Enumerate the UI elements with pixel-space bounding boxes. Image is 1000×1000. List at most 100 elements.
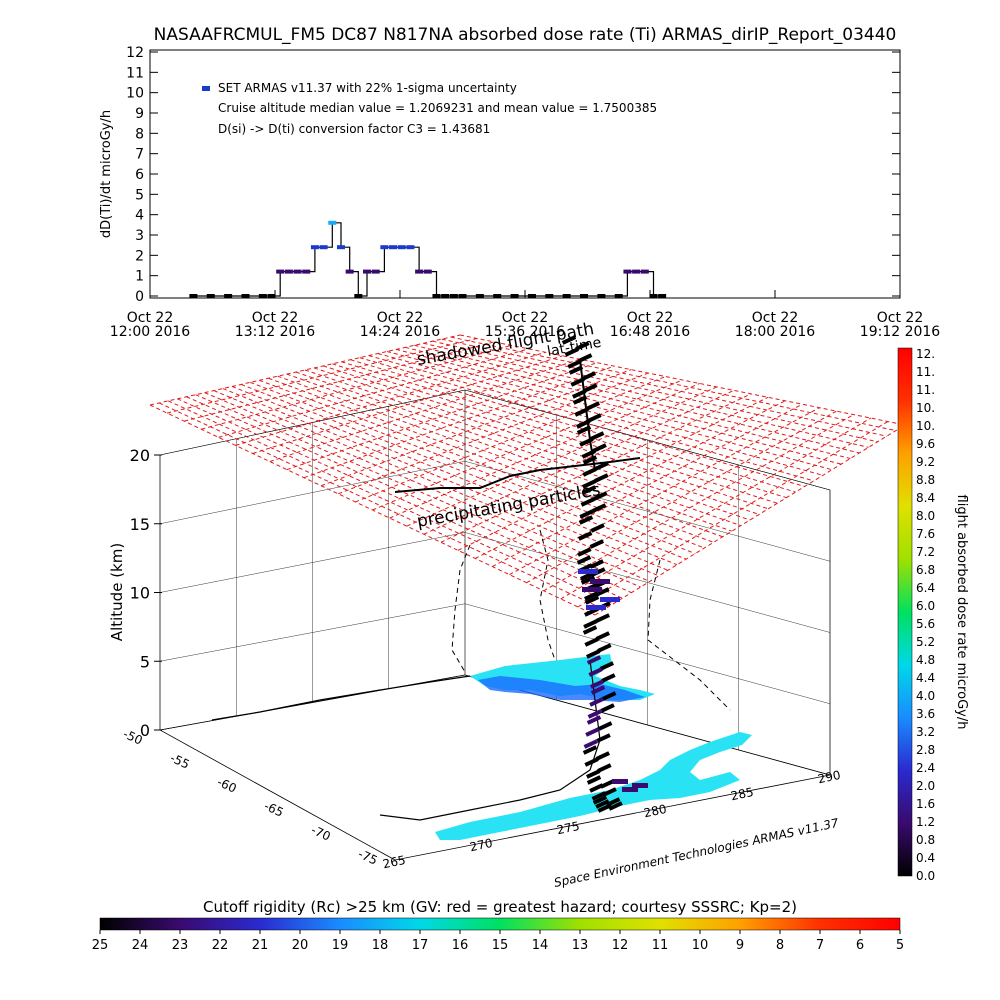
data-point [189, 294, 198, 298]
dose-colorbar-tick-label: 5.2 [916, 635, 935, 649]
altitude-gridline [159, 389, 831, 491]
cutoff-colorbar-tick-label: 14 [532, 938, 549, 953]
data-point [649, 294, 658, 298]
cutoff-colorbar-tick-label: 24 [132, 938, 149, 953]
flight-marker [594, 473, 609, 483]
cutoff-colorbar-tick-label: 7 [816, 938, 824, 953]
data-point [363, 269, 372, 274]
data-point [658, 294, 667, 298]
dose-colorbar-tick-label: 6.0 [916, 599, 935, 613]
y-tick-label: 0 [135, 289, 144, 305]
data-point [580, 294, 589, 298]
flight-marker [592, 795, 608, 805]
flight-marker [567, 359, 582, 369]
chart-title: NASAAFRCMUL_FM5 DC87 N817NA absorbed dos… [154, 25, 897, 45]
data-point [458, 294, 467, 298]
y-tick-label: 3 [135, 228, 144, 244]
longitude-axis: 265 270 275 280 285 290 [382, 768, 842, 871]
flight-marker [564, 347, 579, 357]
flight-marker [598, 721, 613, 731]
y-tick-label: 5 [135, 187, 144, 203]
cutoff-colorbar-tick-label: 17 [412, 938, 429, 953]
grid-line [341, 361, 787, 499]
dose-colorbar-tick-label: 2.0 [916, 779, 935, 793]
grid-line [149, 334, 461, 406]
flight-marker [590, 685, 606, 695]
flight-marker [582, 625, 598, 635]
data-point [380, 245, 389, 250]
flight-marker [595, 587, 610, 597]
flight-marker [597, 763, 612, 773]
longitude-tick-label: 275 [556, 819, 581, 837]
data-point [328, 220, 337, 225]
flight-marker [578, 569, 598, 574]
grid-line [218, 348, 529, 438]
data-point [302, 269, 311, 274]
grid-line [320, 369, 632, 487]
dose-colorbar-tick-label: 8.4 [916, 491, 935, 505]
grid-line [509, 407, 820, 576]
flight-marker [596, 733, 611, 743]
y-tick-label: 9 [135, 106, 144, 122]
flight-marker [578, 531, 593, 541]
cutoff-colorbar-tick-label: 12 [612, 938, 629, 953]
data-point [224, 294, 233, 298]
data-point [562, 294, 571, 298]
dose-colorbar-tick-label: 8.0 [916, 509, 935, 523]
cutoff-colorbar-tick-label: 22 [212, 938, 229, 953]
data-point [258, 294, 267, 298]
dose-colorbar-tick-label: 9.6 [916, 437, 935, 451]
grid-line [303, 365, 615, 479]
flight-marker [576, 555, 592, 565]
flight-marker [586, 769, 601, 779]
flight-marker [580, 497, 595, 507]
cutoff-colorbar-tick-label: 18 [372, 938, 389, 953]
flight-marker [601, 673, 616, 683]
grid-line [543, 414, 854, 592]
data-point [614, 294, 623, 298]
flight-marker [570, 377, 585, 387]
data-point [597, 294, 606, 298]
cutoff-colorbar-tick-label: 11 [652, 938, 669, 953]
dose-colorbar-tick-label: 2.8 [916, 743, 935, 757]
data-point [415, 269, 424, 274]
flight-marker [582, 587, 602, 592]
dose-colorbar-fill [897, 347, 913, 877]
altitude-gridline [159, 461, 831, 562]
grid-line [406, 386, 717, 527]
dose-colorbar-tick-label: 12. [916, 347, 935, 361]
flight-marker [580, 575, 596, 585]
y-tick-label: 1 [135, 269, 144, 285]
flight-marker [584, 637, 599, 647]
flight-marker [588, 667, 603, 677]
x-tick-date: Oct 22 [877, 310, 923, 326]
altitude-gridline [159, 532, 831, 633]
cutoff-colorbar-tick-label: 25 [92, 938, 109, 953]
flight-marker [581, 485, 597, 495]
dose-colorbar-ticks: 12. 11. 11. 10. 10. 9.6 9.2 8.8 8.4 8.0 7.6 7.2 6.8 6… [916, 347, 935, 883]
dose-colorbar-tick-label: 4.8 [916, 653, 935, 667]
x-tick-time: 16:48 2016 [610, 324, 691, 340]
flight-marker [583, 383, 598, 393]
flight-marker [577, 547, 592, 557]
flight-marker [600, 703, 615, 713]
y-tick-label: 4 [135, 208, 144, 224]
altitude-tick-label: 15 [130, 515, 150, 534]
y-axis-label: dD(Ti)/dt microGy/h [99, 110, 114, 238]
dose-colorbar-tick-label: 0.0 [916, 869, 935, 883]
altitude-tick-label: 0 [140, 721, 150, 740]
longitude-tick-label: 285 [730, 785, 755, 803]
flight-marker [590, 579, 610, 584]
flight-marker [592, 503, 607, 513]
altitude-axis: 0 5 10 15 20 [130, 446, 162, 740]
flight-marker [582, 467, 597, 477]
flight-marker [579, 509, 594, 519]
dose-colorbar-tick-label: 8.8 [916, 473, 935, 487]
grid-line [269, 358, 580, 463]
x-tick-time: 14:24 2016 [360, 324, 441, 340]
x-tick-time: 15:36 2016 [485, 324, 566, 340]
flight-marker [583, 739, 598, 749]
dose-colorbar-tick-label: 6.4 [916, 581, 935, 595]
x-tick-date: Oct 22 [502, 310, 548, 326]
data-point [527, 294, 536, 298]
